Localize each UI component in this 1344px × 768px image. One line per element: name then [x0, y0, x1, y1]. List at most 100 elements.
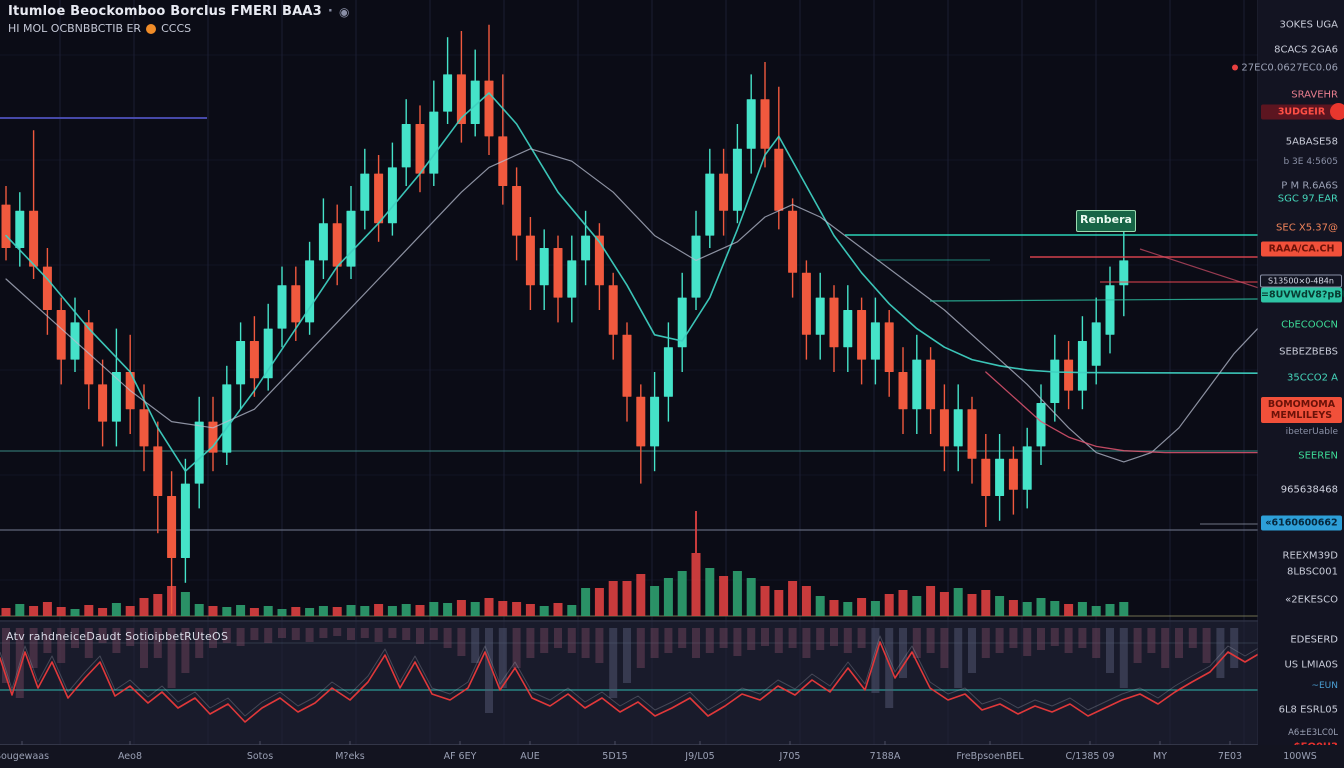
time-axis-label: J705	[779, 751, 801, 762]
histogram-bar	[250, 628, 259, 640]
histogram-bar	[443, 628, 452, 648]
volume-bar	[801, 586, 811, 616]
candle-body	[884, 322, 894, 372]
candle-body	[208, 421, 218, 453]
candle-body	[525, 235, 535, 286]
time-axis-label: 7E03	[1217, 751, 1243, 762]
time-axis[interactable]: Sougewaas Aeo8 Sotos M?eks AF 6EY AUE 5D15 J9/L…	[0, 745, 1344, 768]
histogram-bar	[788, 628, 797, 648]
candle-body	[167, 496, 177, 558]
histogram-bar	[360, 628, 369, 638]
ma-red	[985, 371, 1259, 454]
price-axis-label: SEBEZBEBS	[1279, 346, 1338, 358]
volume-bar	[42, 602, 52, 616]
candle-body	[622, 334, 632, 397]
candle-body	[857, 310, 867, 360]
histogram-bar	[1202, 628, 1211, 663]
price-axis[interactable]: 3OKES UGA 8CACS 2GA6 27EC0.0627EC0.06 SRAVE…	[1232, 0, 1344, 768]
histogram-bar	[402, 628, 411, 640]
histogram-bar	[1188, 628, 1197, 648]
volume-bar	[111, 603, 121, 616]
symbol-title[interactable]: Itumloe Beockomboo Borclus FMERI BAA3	[8, 4, 322, 19]
histogram-bar	[1133, 628, 1142, 663]
candle-body	[926, 359, 936, 410]
volume-bar	[346, 605, 356, 616]
candle-body	[1022, 446, 1032, 490]
histogram-bar	[195, 628, 204, 658]
price-axis-label: P M R.6A6S	[1281, 180, 1338, 192]
histogram-bar	[1175, 628, 1183, 658]
order-tag-badge[interactable]: Renbera	[1076, 210, 1136, 232]
candle-body	[691, 235, 701, 298]
candle-body	[705, 173, 715, 236]
candle-body	[29, 210, 39, 267]
volume-bar	[719, 576, 729, 616]
price-axis-label: 3OKES UGA	[1279, 19, 1338, 31]
volume-bar	[332, 607, 342, 616]
candle-body	[1036, 403, 1046, 447]
price-axis-label: SEC X5.37@	[1276, 222, 1338, 234]
price-axis-label: 27EC0.0627EC0.06	[1232, 63, 1338, 74]
histogram-bar	[167, 628, 176, 688]
candle-body	[760, 99, 770, 149]
histogram-bar	[554, 628, 562, 648]
circle-dot-icon[interactable]: ◉	[339, 4, 350, 19]
price-badge[interactable]: BOMOMOMA MEMLILEYS	[1261, 397, 1342, 423]
histogram-bar	[1037, 628, 1045, 650]
histogram-bar	[1064, 628, 1073, 653]
volume-bar	[898, 590, 908, 616]
volume-layer	[1, 511, 1129, 616]
histogram-bar	[719, 628, 728, 648]
volume-bar	[125, 606, 135, 616]
histogram-bar	[526, 628, 535, 658]
volume-bar	[1036, 598, 1046, 616]
volume-bar	[360, 606, 370, 616]
candle-body	[539, 248, 549, 286]
histogram-bar	[112, 628, 121, 653]
volume-bar	[663, 578, 673, 616]
candle-body	[981, 458, 991, 496]
histogram-bar	[374, 628, 383, 642]
volume-bar	[222, 607, 232, 616]
histogram-bar	[43, 628, 52, 653]
histogram-bar	[899, 628, 907, 678]
histogram-bar	[802, 628, 811, 658]
time-axis-label: 7188A	[869, 751, 901, 762]
time-axis-label: AUE	[520, 751, 540, 762]
volume-bar	[691, 553, 701, 616]
histogram-bar	[126, 628, 135, 646]
time-axis-label: Sougewaas	[0, 751, 50, 762]
oscillator-line	[0, 641, 1344, 723]
volume-bar	[15, 604, 25, 616]
histogram-bar	[1078, 628, 1087, 648]
alert-circle-icon[interactable]	[1330, 103, 1344, 120]
candles-layer	[1, 24, 1129, 614]
candle-body	[677, 297, 687, 348]
histogram-bar	[71, 628, 79, 648]
price-badge[interactable]: «6160600662	[1261, 515, 1342, 531]
price-axis-label: 35CCO2 A	[1287, 372, 1338, 384]
candle-body	[732, 148, 742, 211]
histogram-bar	[305, 628, 314, 642]
candle-body	[1, 204, 11, 248]
price-axis-label: 6L8 ESRL05	[1278, 704, 1338, 716]
indicator-title[interactable]: Atv rahdneiceDaudt SotioipbetRUteOS	[6, 630, 229, 643]
price-badge[interactable]: 3UDGEIR	[1261, 104, 1342, 120]
histogram-bar	[1050, 628, 1059, 646]
candle-body	[719, 173, 729, 211]
price-badge[interactable]: =8UVWdV8?pBU	[1261, 287, 1344, 303]
candle-body	[1091, 322, 1101, 366]
teal-level-line[interactable]	[929, 298, 1259, 302]
candle-body	[774, 148, 784, 211]
volume-bar	[208, 606, 218, 616]
candle-body	[484, 80, 494, 137]
histogram-bar	[457, 628, 466, 656]
histogram-bar	[857, 628, 866, 648]
histogram-bar	[471, 628, 480, 663]
price-badge[interactable]: RAAA/CA.CH	[1261, 241, 1342, 257]
candle-body	[594, 235, 604, 286]
histogram-bar	[664, 628, 673, 653]
histogram-bar	[512, 628, 521, 668]
candle-body	[374, 173, 384, 224]
